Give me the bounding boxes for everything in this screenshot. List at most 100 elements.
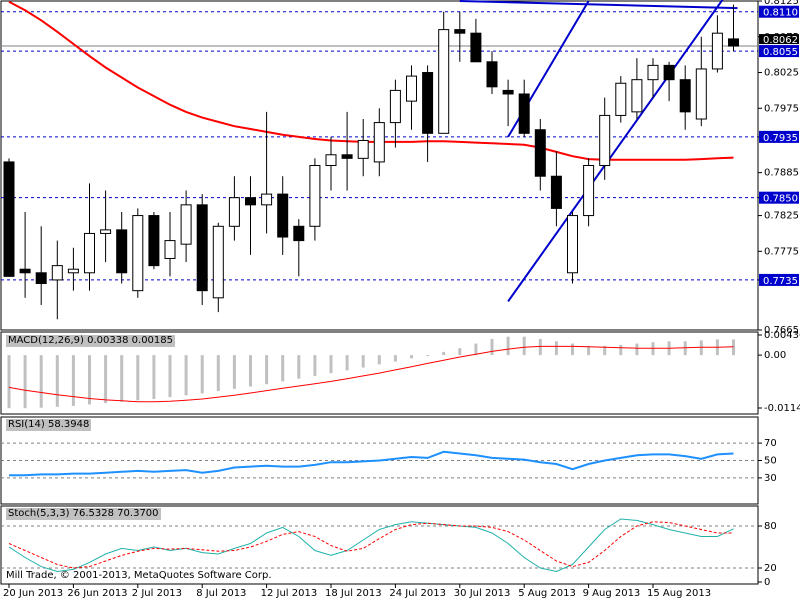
- candle-bearish: [680, 80, 690, 112]
- y-tick-label: 0.7775: [764, 246, 799, 257]
- candle-bearish: [342, 155, 352, 159]
- candle-bearish: [20, 269, 30, 273]
- candle-bullish: [374, 123, 384, 162]
- candle-bearish: [535, 130, 545, 176]
- rsi-label: RSI(14) 58.3948: [6, 419, 91, 431]
- candle-bearish: [149, 216, 159, 266]
- macd-histogram-bar: [297, 355, 300, 379]
- level-price-label: 0.7735: [763, 276, 798, 287]
- candle-bearish: [471, 33, 481, 62]
- level-price-label: 0.8055: [763, 47, 798, 58]
- candle-bearish: [455, 30, 465, 34]
- macd-histogram-bar: [152, 355, 155, 399]
- macd-histogram-bar: [635, 344, 638, 356]
- macd-histogram-bar: [201, 355, 204, 393]
- candle-bearish: [487, 62, 497, 87]
- candle-bullish: [712, 33, 722, 69]
- candle-bearish: [423, 73, 433, 134]
- macd-histogram-bar: [410, 355, 413, 358]
- rsi-tick-label: 30: [764, 473, 777, 484]
- candle-bullish: [101, 230, 111, 234]
- macd-histogram-bar: [313, 355, 316, 376]
- macd-histogram-bar: [88, 355, 91, 404]
- macd-histogram-bar: [491, 339, 494, 355]
- level-price-label: 0.7935: [763, 133, 798, 144]
- macd-label: MACD(12,26,9) 0.00338 0.00185: [6, 335, 175, 347]
- macd-histogram-bar: [217, 355, 220, 391]
- macd-histogram-bar: [378, 355, 381, 364]
- macd-histogram-bar: [185, 355, 188, 395]
- x-tick-label: 24 Jul 2013: [389, 588, 446, 599]
- stoch-tick-label: 20: [764, 563, 777, 574]
- macd-histogram-bar: [169, 355, 172, 397]
- candle-bullish: [584, 166, 594, 216]
- macd-histogram-bar: [56, 355, 59, 407]
- macd-histogram-bar: [136, 355, 139, 400]
- macd-histogram-bar: [442, 352, 445, 355]
- macd-histogram-bar: [571, 344, 574, 356]
- x-tick-label: 18 Jul 2013: [325, 588, 382, 599]
- macd-histogram-bar: [265, 355, 268, 384]
- rsi-tick-label: 70: [764, 438, 777, 449]
- macd-histogram-bar: [458, 348, 461, 355]
- macd-histogram-bar: [619, 345, 622, 355]
- macd-histogram-bar: [104, 355, 107, 403]
- macd-histogram-bar: [72, 355, 75, 406]
- macd-histogram-bar: [233, 355, 236, 389]
- candle-bearish: [197, 205, 207, 291]
- candle-bullish: [568, 216, 578, 273]
- macd-histogram-bar: [346, 355, 349, 370]
- candle-bearish: [503, 90, 513, 94]
- macd-histogram-bar: [523, 337, 526, 355]
- candle-bearish: [551, 176, 561, 208]
- candle-bullish: [390, 90, 400, 122]
- candle-bearish: [664, 65, 674, 79]
- candle-bullish: [262, 194, 272, 205]
- macd-histogram-bar: [474, 344, 477, 356]
- x-tick-label: 26 Jun 2013: [67, 588, 127, 599]
- candle-bullish: [310, 166, 320, 227]
- candle-bullish: [439, 30, 449, 134]
- macd-histogram-bar: [507, 337, 510, 355]
- macd-histogram-bar: [8, 355, 11, 408]
- copyright-text: Mill Trade, © 2001-2013, MetaQuotes Soft…: [6, 570, 272, 581]
- macd-histogram-bar: [120, 355, 123, 402]
- candle-bullish: [68, 269, 78, 273]
- candle-bearish: [519, 94, 529, 133]
- macd-histogram-bar: [539, 339, 542, 355]
- x-tick-label: 2 Jul 2013: [132, 588, 182, 599]
- macd-histogram-bar: [362, 355, 365, 367]
- macd-tick-label: 0.00436: [764, 330, 800, 341]
- x-tick-label: 12 Jul 2013: [261, 588, 318, 599]
- x-tick-label: 30 Jul 2013: [454, 588, 511, 599]
- candle-bullish: [648, 65, 658, 79]
- candle-bullish: [600, 115, 610, 165]
- x-tick-label: 9 Aug 2013: [583, 588, 641, 599]
- y-tick-label: 0.7885: [764, 168, 799, 179]
- candle-bullish: [358, 140, 368, 158]
- candle-bullish: [696, 69, 706, 119]
- candle-bullish: [181, 205, 191, 244]
- rsi-tick-label: 50: [764, 456, 777, 467]
- macd-tick-label: 0.00: [764, 350, 786, 361]
- candle-bearish: [294, 226, 304, 240]
- candle-bearish: [117, 230, 127, 273]
- price-axis: 0.81250.80750.80250.79750.79350.78850.78…: [758, 0, 799, 336]
- candle-bullish: [213, 226, 223, 298]
- candle-bearish: [278, 194, 288, 237]
- candle-bullish: [229, 198, 239, 227]
- current-price-label: 0.8062: [763, 35, 798, 46]
- macd-histogram-bar: [426, 355, 429, 356]
- candle-bullish: [326, 155, 336, 166]
- x-tick-label: 8 Jul 2013: [196, 588, 246, 599]
- candle-bullish: [85, 233, 95, 272]
- level-price-label: 0.8110: [763, 8, 798, 19]
- y-tick-label: 0.7975: [764, 103, 799, 114]
- candle-bullish: [632, 80, 642, 112]
- stoch-tick-label: 80: [764, 521, 777, 532]
- candle-bearish: [4, 162, 14, 276]
- candle-bullish: [133, 216, 143, 291]
- y-tick-label: 0.8025: [764, 68, 799, 79]
- macd-tick-label: -0.01146: [764, 403, 800, 414]
